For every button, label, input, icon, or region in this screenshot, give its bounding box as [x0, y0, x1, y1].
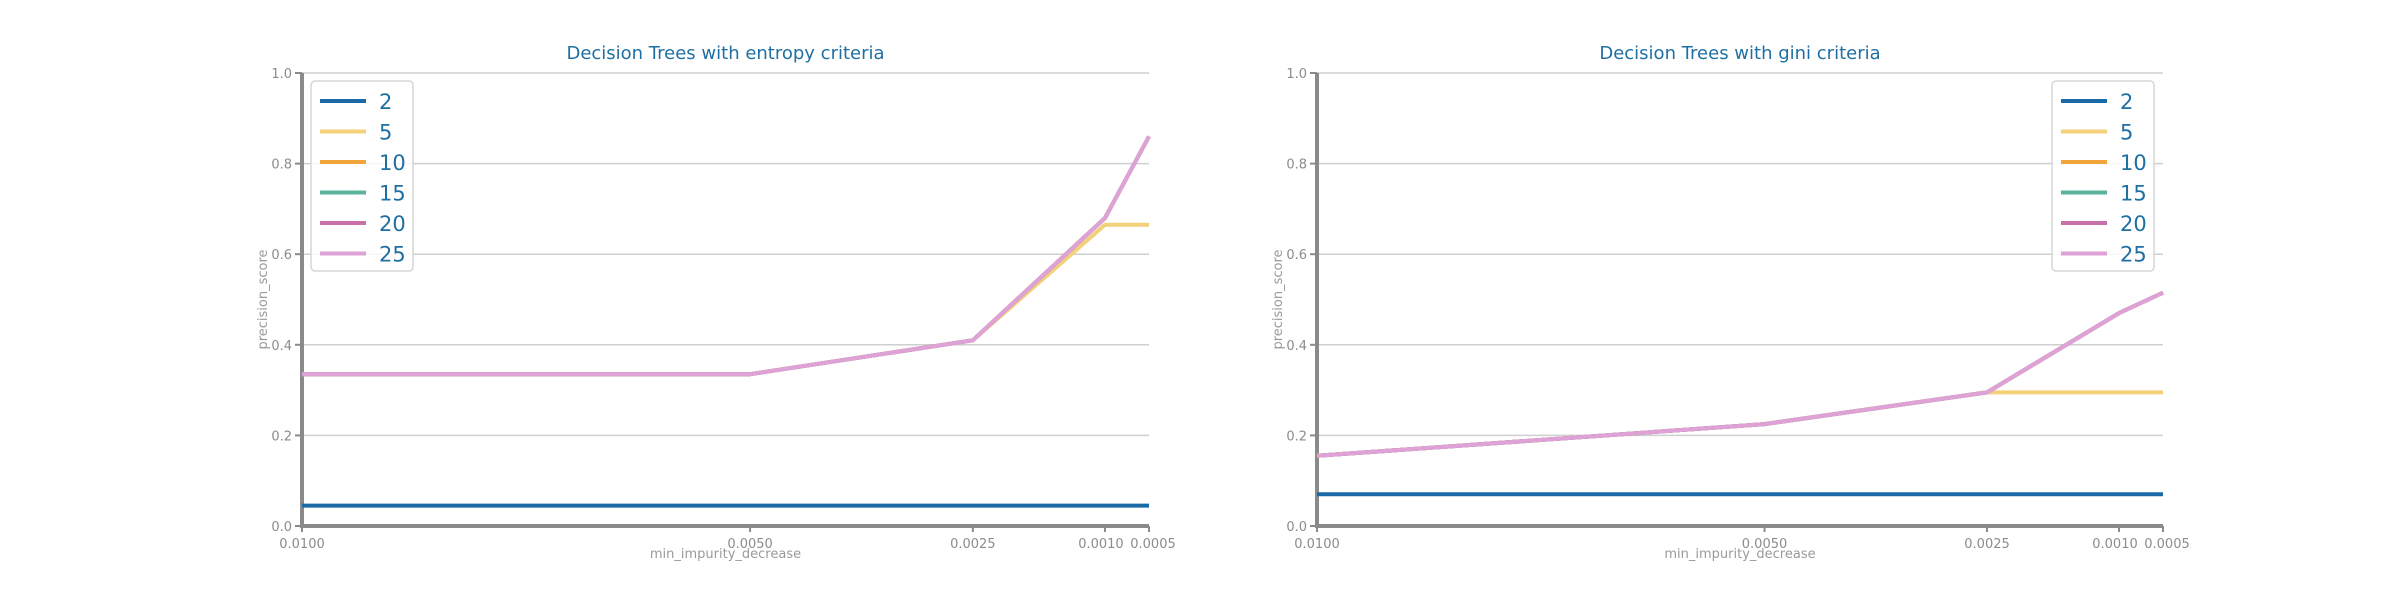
series-line-10 — [1316, 290, 2164, 458]
chart-title: Decision Trees with entropy criteria — [566, 43, 884, 64]
y-tick-label: 0.4 — [1286, 339, 1307, 354]
y-axis-label: precision_score — [1271, 249, 1286, 349]
chart-title: Decision Trees with gini criteria — [1599, 43, 1880, 64]
legend-label-20: 20 — [379, 212, 406, 236]
legend-label-15: 15 — [379, 182, 406, 206]
x-axis-label: min_impurity_decrease — [1664, 547, 1815, 562]
legend-label-2: 2 — [379, 90, 392, 114]
x-tick-label: 0.0100 — [1294, 537, 1340, 552]
series-line-25 — [302, 135, 1151, 377]
y-tick-label: 0.8 — [1286, 158, 1307, 173]
y-axis-label: precision_score — [256, 249, 271, 349]
legend-label-10: 10 — [379, 151, 406, 175]
legend-label-2: 2 — [2120, 90, 2133, 114]
y-tick-label: 0.2 — [271, 429, 292, 444]
x-tick-label: 0.0005 — [2144, 537, 2190, 552]
series-line-20 — [1316, 290, 2164, 458]
x-tick-label: 0.0010 — [1078, 537, 1124, 552]
y-tick-label: 0.6 — [1286, 248, 1307, 263]
legend-label-25: 25 — [2120, 243, 2147, 267]
x-tick-label: 0.0010 — [2092, 537, 2138, 552]
y-tick-label: 0.6 — [271, 248, 292, 263]
y-tick-label: 0.0 — [1286, 520, 1307, 535]
y-tick-label: 1.0 — [1286, 67, 1307, 82]
y-tick-label: 1.0 — [271, 67, 292, 82]
legend-label-10: 10 — [2120, 151, 2147, 175]
series-line-25 — [1316, 290, 2164, 458]
series-line-15 — [302, 135, 1151, 377]
series-line-20 — [302, 135, 1151, 377]
legend-label-20: 20 — [2120, 212, 2147, 236]
series-line-10 — [302, 135, 1151, 377]
series-line-5 — [302, 222, 1149, 377]
y-tick-label: 0.8 — [271, 158, 292, 173]
y-tick-label: 0.0 — [271, 520, 292, 535]
chart-panel-1: 0.0 0.2 0.4 0.6 0.8 1.0 0.0100 0.0050 0.0025 0.00… — [256, 43, 1176, 562]
legend-label-5: 5 — [2120, 121, 2133, 145]
x-tick-label: 0.0050 — [727, 537, 773, 552]
y-tick-label: 0.4 — [271, 339, 292, 354]
x-tick-label: 0.0050 — [1742, 537, 1788, 552]
series-line-15 — [1316, 290, 2164, 458]
x-axis-label: min_impurity_decrease — [650, 547, 801, 562]
legend-label-15: 15 — [2120, 182, 2147, 206]
chart-panel-2: 0.0 0.2 0.4 0.6 0.8 1.0 0.0100 0.0050 0.0025 0.00… — [1271, 43, 2190, 562]
x-tick-label: 0.0005 — [1130, 537, 1176, 552]
x-tick-label: 0.0025 — [1964, 537, 2010, 552]
x-tick-label: 0.0100 — [279, 537, 325, 552]
x-tick-label: 0.0025 — [950, 537, 996, 552]
y-tick-label: 0.2 — [1286, 429, 1307, 444]
legend-label-25: 25 — [379, 243, 406, 267]
legend-label-5: 5 — [379, 121, 392, 145]
